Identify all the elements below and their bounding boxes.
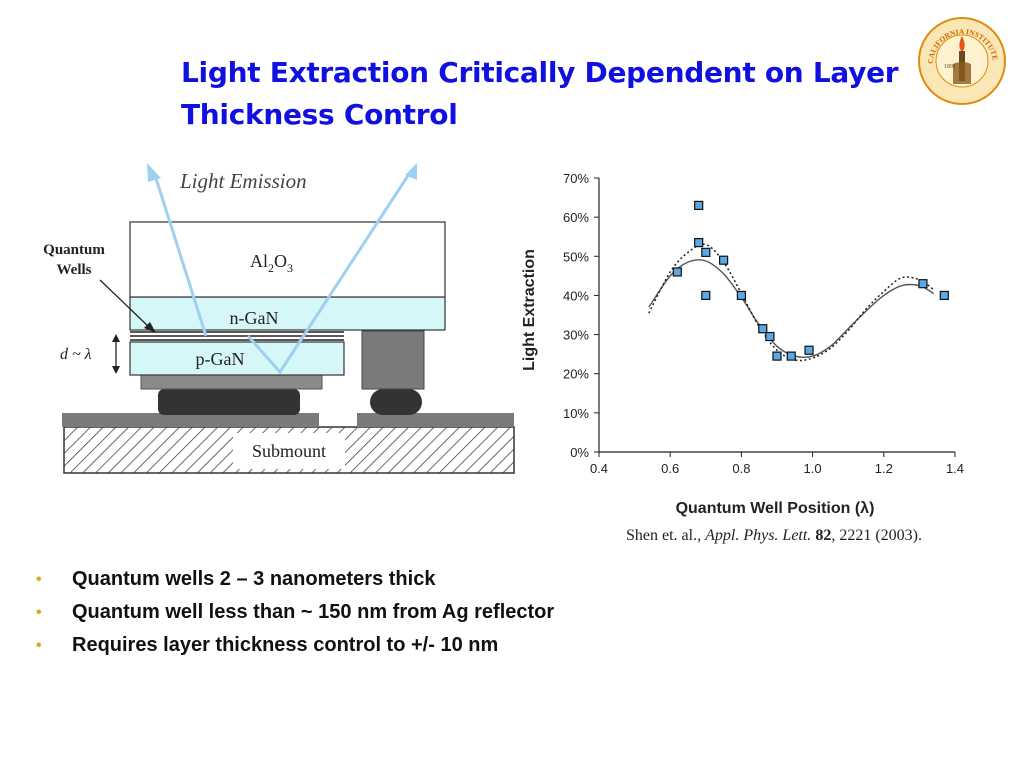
bullet-list: • Quantum wells 2 – 3 nanometers thick • Q… (36, 563, 554, 662)
n-bump (370, 389, 422, 415)
data-point (694, 200, 704, 211)
n-contact-post (361, 330, 425, 390)
light-ray-right-arrowhead (405, 163, 417, 180)
chart-axes: 0.4 0.6 0.8 1.0 1.2 1.4 0% 10% 20% 30% 40% 50% 60% 70… (563, 171, 964, 476)
data-point (758, 324, 768, 334)
data-point (786, 351, 796, 361)
data-point (772, 351, 782, 361)
quantum-wells-label-line2: Wells (56, 262, 91, 278)
citation-journal: Appl. Phys. Lett. (705, 527, 812, 544)
y-tick-label: 30% (563, 328, 589, 343)
light-extraction-chart: 0.4 0.6 0.8 1.0 1.2 1.4 0% 10% 20% 30% 40% 50% 60% 70… (521, 171, 964, 517)
data-point (672, 267, 682, 277)
bullet-dot-icon: • (36, 604, 42, 621)
data-point (701, 290, 711, 301)
y-tick-label: 0% (570, 445, 589, 460)
citation: Shen et. al., Appl. Phys. Lett. 82, 2221… (626, 527, 922, 545)
x-tick-label: 1.4 (946, 461, 964, 476)
y-tick-label: 60% (563, 210, 589, 225)
n-gan-layer (129, 296, 446, 331)
quantum-wells-label-line1: Quantum (43, 242, 105, 258)
bullet-item: • Quantum well less than ~ 150 nm from Ag… (36, 596, 554, 629)
slide-title: Light Extraction Critically Dependent on… (181, 52, 941, 136)
bullet-item: • Quantum wells 2 – 3 nanometers thick (36, 563, 554, 596)
data-point (804, 345, 814, 355)
x-tick-label: 1.0 (804, 461, 822, 476)
data-point (694, 237, 704, 248)
data-point (736, 290, 746, 301)
submount-label: Submount (252, 441, 326, 461)
metal-trace-right (357, 413, 514, 427)
al2o3-label: Al2O3 (250, 251, 293, 275)
bullet-text: Quantum well less than ~ 150 nm from Ag … (72, 601, 555, 623)
x-tick-label: 0.4 (590, 461, 608, 476)
light-emission-label: Light Emission (179, 169, 307, 193)
data-point (701, 247, 711, 257)
d-lambda-label: d ~ λ (60, 346, 92, 363)
light-ray-right (246, 170, 413, 375)
d-arrow-down-head (112, 366, 120, 374)
quantum-wells-pointer-head (144, 322, 156, 333)
x-tick-label: 1.2 (875, 461, 893, 476)
y-tick-label: 20% (563, 367, 589, 382)
y-axis-label: Light Extraction (521, 249, 538, 371)
bullet-item: • Requires layer thickness control to +/-… (36, 629, 554, 662)
sapphire-layer (129, 221, 446, 298)
citation-authors: Shen et. al., (626, 527, 706, 544)
bullet-dot-icon: • (36, 571, 42, 588)
x-tick-label: 0.6 (661, 461, 679, 476)
y-tick-label: 50% (563, 249, 589, 264)
quantum-wells-pointer (99, 279, 151, 329)
solid-fit-curve (648, 259, 934, 359)
x-tick-label: 0.8 (732, 461, 750, 476)
chart-curves (648, 243, 935, 362)
reflector-layer (140, 374, 323, 390)
data-point (719, 255, 729, 265)
chart-points (672, 200, 949, 361)
citation-volume: 82 (815, 527, 832, 544)
p-bump (158, 389, 300, 415)
n-gan-label: n-GaN (230, 308, 279, 328)
dotted-fit-curve (648, 243, 935, 362)
data-point (939, 290, 949, 301)
x-axis-label: Quantum Well Position (λ) (676, 500, 875, 517)
slide-title-line1: Light Extraction Critically Dependent on… (181, 56, 899, 89)
p-gan-label: p-GaN (196, 349, 245, 369)
y-tick-label: 10% (563, 406, 589, 421)
bullet-text: Requires layer thickness control to +/- … (72, 634, 499, 656)
bullet-text: Quantum wells 2 – 3 nanometers thick (72, 568, 436, 590)
metal-trace-left (62, 413, 319, 427)
led-structure-diagram: Submount p-GaN n-GaN Al2O3 Light Emissio… (43, 163, 515, 474)
submount-label-box (233, 433, 345, 469)
bullet-dot-icon: • (36, 637, 42, 654)
light-ray-left (152, 171, 208, 337)
data-point (918, 279, 928, 289)
y-tick-label: 70% (563, 171, 589, 186)
light-ray-left-arrowhead (147, 163, 161, 182)
citation-pages: , 2221 (2003). (831, 527, 922, 544)
y-tick-label: 40% (563, 288, 589, 303)
data-point (765, 331, 775, 342)
caltech-seal-logo: CALIFORNIA INSTITUTE OF TECHNOLOGY 1891 (917, 16, 1006, 105)
d-arrow-up-head (112, 334, 120, 342)
p-gan-layer (129, 341, 345, 376)
slide-title-line2: Thickness Control (181, 98, 458, 131)
seal-year: 1891 (944, 64, 956, 70)
